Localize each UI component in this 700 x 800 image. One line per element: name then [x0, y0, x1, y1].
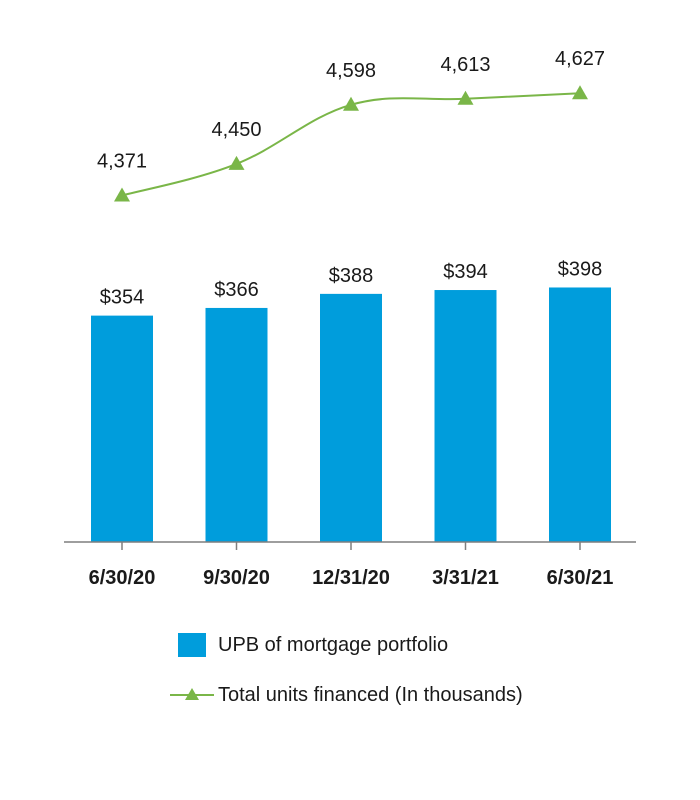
line-value-label-0: 4,371: [97, 151, 147, 173]
line-value-label-3: 4,613: [440, 54, 490, 76]
line-marker-3: [457, 90, 474, 105]
line-value-label-2: 4,598: [326, 60, 376, 82]
bar-value-label-1: $366: [214, 279, 259, 301]
legend-item-line: Total units financed (In thousands): [170, 680, 523, 710]
legend-bar-swatch: [178, 633, 206, 657]
bar-2: [320, 293, 382, 542]
line-marker-1: [228, 155, 245, 170]
bar-value-label-0: $354: [100, 287, 145, 309]
line-marker-2: [343, 96, 359, 111]
line-value-label-4: 4,627: [555, 48, 605, 70]
x-tick-label-0: 6/30/20: [89, 567, 156, 589]
x-tick-label-3: 3/31/21: [432, 567, 499, 589]
bar-value-label-4: $398: [558, 258, 603, 280]
combo-chart: $354 $366 $388 $394 $398 6/30/20 9/30/20 12/31/…: [64, 48, 636, 589]
legend-bar-label: UPB of mortgage portfolio: [218, 633, 449, 656]
line-marker-0: [114, 187, 130, 202]
legend: UPB of mortgage portfolio Total units fi…: [170, 630, 523, 730]
legend-line-label: Total units financed (In thousands): [218, 683, 523, 706]
bar-value-label-3: $394: [443, 261, 488, 283]
bar-value-label-2: $388: [329, 265, 374, 287]
x-tick-label-4: 6/30/21: [547, 567, 614, 589]
legend-item-bar: UPB of mortgage portfolio: [170, 630, 523, 660]
line-value-label-1: 4,450: [211, 119, 261, 141]
line-marker-4: [572, 85, 588, 100]
x-tick-label-2: 12/31/20: [312, 567, 390, 589]
x-tick-label-1: 9/30/20: [203, 567, 270, 589]
bar-0: [91, 315, 153, 542]
bar-1: [205, 307, 268, 542]
legend-line-swatch: [170, 685, 218, 705]
bar-4: [549, 287, 611, 542]
bar-3: [434, 290, 497, 542]
